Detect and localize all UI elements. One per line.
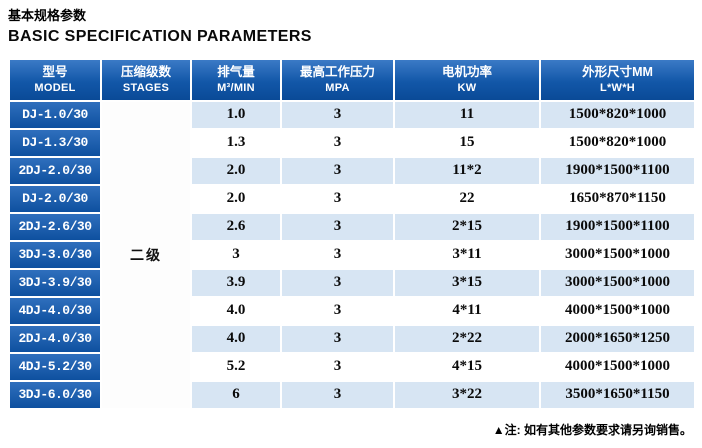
model-cell: 4DJ-5.2/30 (8, 351, 102, 382)
column-header-2: 排气量 M³/MIN (190, 57, 282, 102)
dimensions-cell: 1650*870*1150 (539, 183, 696, 214)
page-title-zh: 基本规格参数 (8, 8, 87, 23)
dimensions-cell: 1500*820*1000 (539, 99, 696, 130)
dimensions-cell: 2000*1650*1250 (539, 323, 696, 354)
column-header-en: L*W*H (599, 82, 636, 95)
stages-merged-cell: 二级 (100, 99, 192, 410)
power-cell: 2*15 (393, 211, 541, 242)
table-row: 3DJ-3.9/30 3.9 3 3*15 3000*1500*1000 (8, 267, 696, 298)
pressure-cell: 3 (280, 239, 395, 270)
pressure-cell: 3 (280, 155, 395, 186)
column-header-3: 最高工作压力 MPA (280, 57, 395, 102)
model-cell: DJ-1.0/30 (8, 99, 102, 130)
power-cell: 11 (393, 99, 541, 130)
spec-sheet-page: 基本规格参数 BASIC SPECIFICATION PARAMETERS 型号… (8, 8, 696, 410)
model-cell: 4DJ-4.0/30 (8, 295, 102, 326)
table-row: DJ-1.0/30 二级 1.0 3 11 1500*820*1000 (8, 99, 696, 410)
table-row: DJ-2.0/30 2.0 3 22 1650*870*1150 (8, 183, 696, 214)
pressure-cell: 3 (280, 99, 395, 130)
pressure-cell: 3 (280, 295, 395, 326)
power-cell: 4*11 (393, 295, 541, 326)
displacement-cell: 4.0 (190, 323, 282, 354)
spec-table-head: 型号 MODEL 压缩级数 STAGES 排气量 M³/MIN 最高工作压力 MPA 电机功率 K… (8, 57, 696, 102)
model-cell: DJ-1.3/30 (8, 127, 102, 158)
table-row: DJ-1.3/30 1.3 3 15 1500*820*1000 (8, 127, 696, 158)
column-header-zh: 型号 (42, 65, 68, 80)
displacement-cell: 3 (190, 239, 282, 270)
dimensions-cell: 1500*820*1000 (539, 127, 696, 158)
column-header-5: 外形尺寸MM L*W*H (539, 57, 696, 102)
column-header-0: 型号 MODEL (8, 57, 102, 102)
pressure-cell: 3 (280, 351, 395, 382)
power-cell: 2*22 (393, 323, 541, 354)
dimensions-cell: 1900*1500*1100 (539, 155, 696, 186)
power-cell: 3*15 (393, 267, 541, 298)
displacement-cell: 2.0 (190, 155, 282, 186)
model-cell: 3DJ-3.0/30 (8, 239, 102, 270)
pressure-cell: 3 (280, 267, 395, 298)
spec-table-body: DJ-1.0/30 二级 1.0 3 11 1500*820*1000 DJ-1.3/30 1… (8, 99, 696, 410)
model-cell: 3DJ-3.9/30 (8, 267, 102, 298)
column-header-4: 电机功率 KW (393, 57, 541, 102)
dimensions-cell: 3000*1500*1000 (539, 239, 696, 270)
column-header-zh: 压缩级数 (120, 65, 171, 80)
model-cell: DJ-2.0/30 (8, 183, 102, 214)
pressure-cell: 3 (280, 183, 395, 214)
power-cell: 22 (393, 183, 541, 214)
displacement-cell: 1.3 (190, 127, 282, 158)
model-cell: 3DJ-6.0/30 (8, 379, 102, 410)
displacement-cell: 1.0 (190, 99, 282, 130)
dimensions-cell: 1900*1500*1100 (539, 211, 696, 242)
pressure-cell: 3 (280, 127, 395, 158)
column-header-en: KW (457, 82, 477, 95)
column-header-zh: 排气量 (217, 65, 255, 80)
column-header-zh: 最高工作压力 (299, 65, 375, 80)
page-title-en: BASIC SPECIFICATION PARAMETERS (8, 27, 312, 45)
table-row: 2DJ-4.0/30 4.0 3 2*22 2000*1650*1250 (8, 323, 696, 354)
sales-footnote: ▲注: 如有其他参数要求请另询销售。 (492, 423, 692, 437)
displacement-cell: 2.0 (190, 183, 282, 214)
displacement-cell: 6 (190, 379, 282, 410)
table-row: 2DJ-2.0/30 2.0 3 11*2 1900*1500*1100 (8, 155, 696, 186)
pressure-cell: 3 (280, 211, 395, 242)
table-row: 4DJ-5.2/30 5.2 3 4*15 4000*1500*1000 (8, 351, 696, 382)
column-header-1: 压缩级数 STAGES (100, 57, 192, 102)
spec-table: 型号 MODEL 压缩级数 STAGES 排气量 M³/MIN 最高工作压力 MPA 电机功率 K… (8, 57, 696, 410)
spec-table-head-row: 型号 MODEL 压缩级数 STAGES 排气量 M³/MIN 最高工作压力 MPA 电机功率 K… (8, 57, 696, 102)
displacement-cell: 4.0 (190, 295, 282, 326)
displacement-cell: 2.6 (190, 211, 282, 242)
displacement-cell: 3.9 (190, 267, 282, 298)
table-row: 3DJ-6.0/30 6 3 3*22 3500*1650*1150 (8, 379, 696, 410)
dimensions-cell: 4000*1500*1000 (539, 295, 696, 326)
pressure-cell: 3 (280, 323, 395, 354)
column-header-en: STAGES (122, 82, 170, 95)
model-cell: 2DJ-2.6/30 (8, 211, 102, 242)
displacement-cell: 5.2 (190, 351, 282, 382)
power-cell: 11*2 (393, 155, 541, 186)
model-cell: 2DJ-4.0/30 (8, 323, 102, 354)
dimensions-cell: 3000*1500*1000 (539, 267, 696, 298)
pressure-cell: 3 (280, 379, 395, 410)
power-cell: 3*22 (393, 379, 541, 410)
dimensions-cell: 3500*1650*1150 (539, 379, 696, 410)
model-cell: 2DJ-2.0/30 (8, 155, 102, 186)
dimensions-cell: 4000*1500*1000 (539, 351, 696, 382)
column-header-en: MPA (325, 82, 350, 95)
column-header-en: M³/MIN (217, 82, 255, 95)
power-cell: 15 (393, 127, 541, 158)
table-row: 4DJ-4.0/30 4.0 3 4*11 4000*1500*1000 (8, 295, 696, 326)
column-header-en: MODEL (34, 82, 76, 95)
column-header-zh: 外形尺寸MM (582, 65, 653, 80)
power-cell: 4*15 (393, 351, 541, 382)
table-row: 2DJ-2.6/30 2.6 3 2*15 1900*1500*1100 (8, 211, 696, 242)
power-cell: 3*11 (393, 239, 541, 270)
column-header-zh: 电机功率 (441, 65, 492, 80)
table-row: 3DJ-3.0/30 3 3 3*11 3000*1500*1000 (8, 239, 696, 270)
